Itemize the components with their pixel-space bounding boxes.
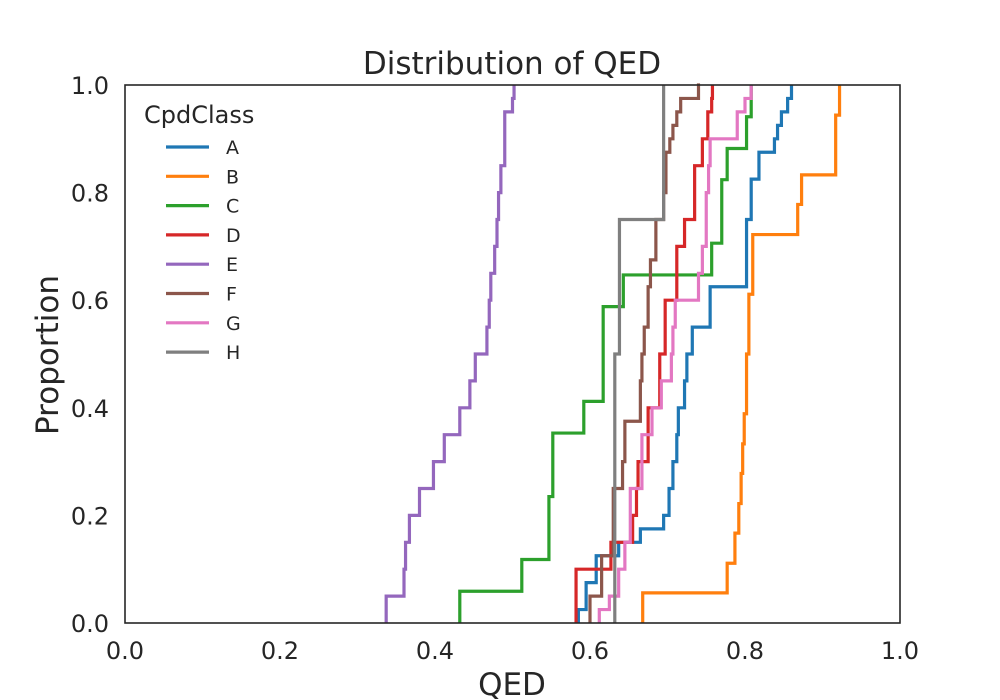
legend-label-h: H (226, 342, 240, 364)
x-axis: 0.0 0.2 0.4 0.6 0.8 1.0 (106, 637, 919, 665)
plot-area (384, 83, 842, 623)
y-tick-label: 0.6 (71, 287, 109, 315)
y-tick-label: 1.0 (71, 72, 109, 100)
x-tick-label: 0.2 (261, 637, 299, 665)
x-axis-label: QED (478, 667, 546, 700)
y-axis: 0.0 0.2 0.4 0.6 0.8 1.0 (71, 72, 109, 638)
legend-label-g: G (226, 313, 241, 335)
legend-label-a: A (226, 137, 239, 159)
y-tick-label: 0.2 (71, 502, 109, 530)
legend-label-b: B (226, 166, 239, 188)
legend-label-d: D (226, 225, 241, 247)
series-line-b (641, 85, 842, 623)
y-tick-label: 0.0 (71, 610, 109, 638)
x-tick-label: 0.8 (726, 637, 764, 665)
chart-title: Distribution of QED (363, 46, 661, 82)
series-line-g (597, 85, 753, 623)
x-tick-label: 0.0 (106, 637, 144, 665)
y-tick-label: 0.4 (71, 395, 109, 423)
series-line-f (588, 83, 701, 623)
series-line-c (458, 85, 753, 623)
legend-label-c: C (226, 196, 239, 218)
x-tick-label: 1.0 (881, 637, 919, 665)
series-line-h (613, 85, 666, 623)
series-line-d (574, 85, 715, 623)
y-tick-label: 0.8 (71, 180, 109, 208)
x-tick-label: 0.6 (571, 637, 609, 665)
series-line-e (384, 85, 516, 623)
legend-title: CpdClass (144, 101, 254, 129)
plot-frame (124, 84, 901, 624)
legend-label-e: E (226, 254, 238, 276)
legend-label-f: F (226, 284, 237, 306)
y-axis-label: Proportion (30, 275, 66, 435)
x-tick-label: 0.4 (416, 637, 454, 665)
